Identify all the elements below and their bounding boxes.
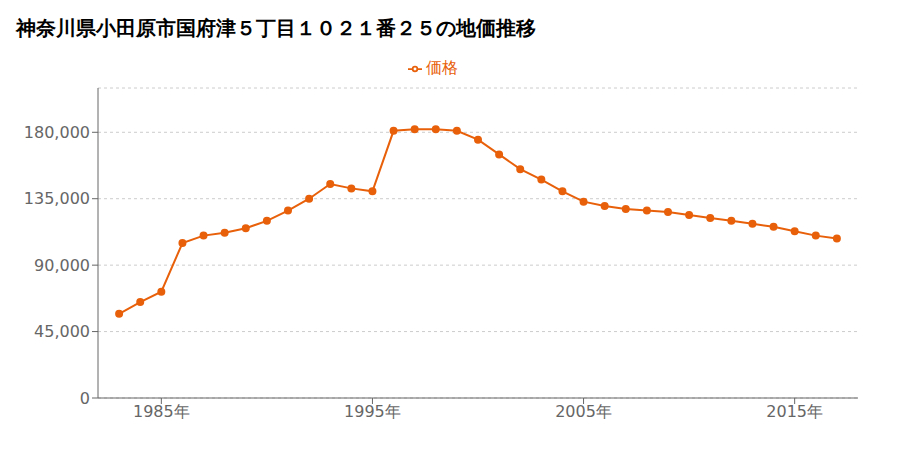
html-text:神奈川県小田原市国府津５丁目１０２１番２５の地価推移: 神奈川県小田原市国府津５丁目１０２１番２５の地価推移 <box>16 16 536 40</box>
svg-text:1985年: 1985年 <box>133 402 190 421</box>
html-text:価格: 価格 <box>426 58 458 77</box>
svg-text:2005年: 2005年 <box>555 402 612 421</box>
svg-text:90,000: 90,000 <box>34 256 90 275</box>
svg-text:1995年: 1995年 <box>344 402 401 421</box>
svg-text:180,000: 180,000 <box>24 123 90 142</box>
svg-text:0: 0 <box>80 389 90 408</box>
svg-text:135,000: 135,000 <box>24 189 90 208</box>
svg-text:45,000: 45,000 <box>34 322 90 341</box>
svg-text:2015年: 2015年 <box>766 402 823 421</box>
